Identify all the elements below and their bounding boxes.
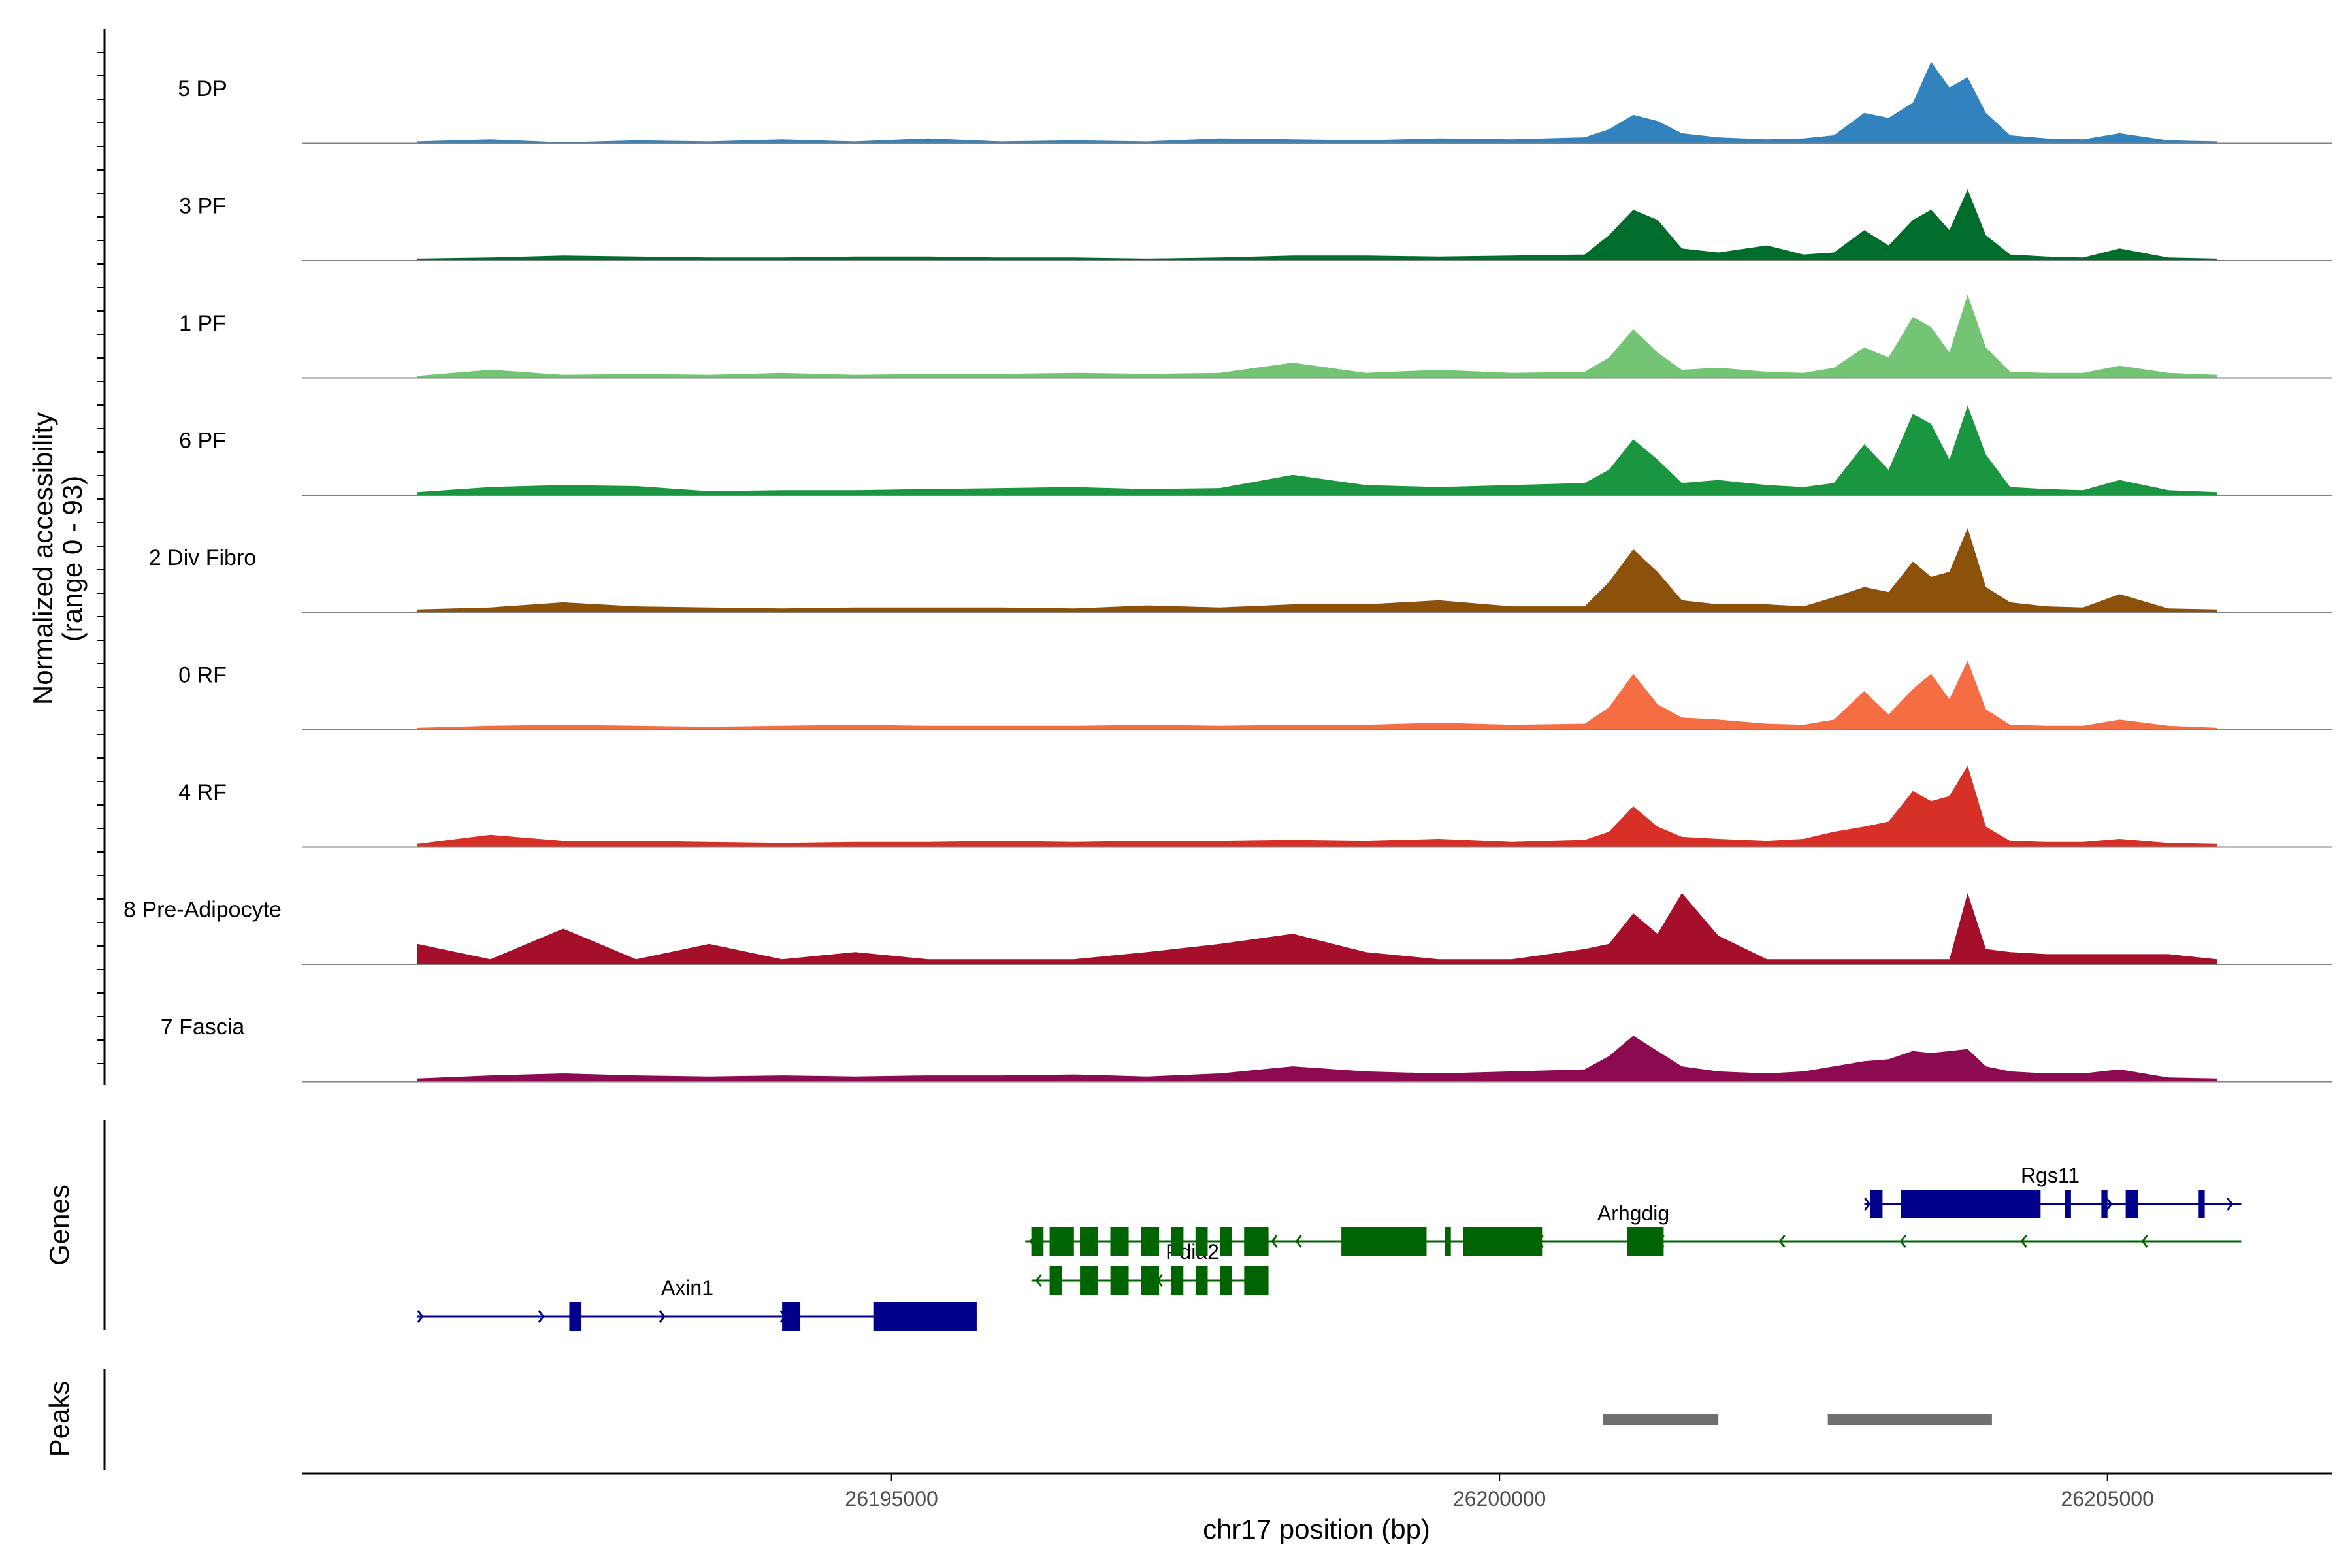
- gene-label: Arhgdig: [1597, 1201, 1669, 1225]
- x-tick-label: 26205000: [2061, 1487, 2154, 1511]
- y-axis-subtitle: (range 0 - 93): [57, 476, 88, 642]
- strand-arrow: [2020, 1235, 2027, 1248]
- strand-arrow: [2106, 1198, 2113, 1211]
- gene-exon: [1445, 1227, 1451, 1256]
- gene-exon: [1341, 1227, 1427, 1256]
- coverage-area: [417, 528, 2217, 613]
- gene-exon: [1901, 1190, 2041, 1218]
- peaks-panel-title: Peaks: [44, 1381, 74, 1458]
- coverage-area: [417, 661, 2217, 730]
- gene-arhgdig-3: Arhgdig: [1049, 1201, 2242, 1256]
- gene-exon: [1141, 1266, 1160, 1295]
- gene-rgs11-4: Rgs11: [1864, 1164, 2242, 1218]
- gene-exon: [1049, 1227, 1062, 1256]
- coverage-tracks: 5 DP 3 PF 1 PF 6 PF 2 Div Fibro 0 RF 4 RF 8 Pre…: [123, 61, 2332, 1083]
- strand-arrow: [538, 1310, 545, 1323]
- gene-label: Axin1: [661, 1276, 713, 1299]
- x-axis-ticks: 26195000 26200000 26205000: [845, 1473, 2154, 1511]
- gene-exon: [873, 1302, 977, 1331]
- track-label: 0 RF: [178, 663, 227, 688]
- gene-exon: [1080, 1266, 1099, 1295]
- gene-exon: [1244, 1227, 1269, 1256]
- track-0-rf: 0 RF: [178, 661, 2332, 730]
- coverage-area: [417, 1036, 2217, 1082]
- coverage-area: [417, 189, 2217, 261]
- gene-exon: [1870, 1190, 1883, 1218]
- strand-arrow: [1295, 1235, 1302, 1248]
- gene-exon: [1049, 1266, 1062, 1295]
- track-label: 6 PF: [179, 429, 226, 453]
- gene-exon: [1110, 1227, 1129, 1256]
- strand-arrow: [1864, 1198, 1871, 1211]
- x-tick-label: 26195000: [845, 1487, 938, 1511]
- gene-exon: [1220, 1266, 1232, 1295]
- coverage-y-ticks: [97, 52, 105, 1064]
- gene-exon: [569, 1302, 582, 1331]
- gene-exon: [2198, 1190, 2205, 1218]
- gene-exon: [1080, 1227, 1099, 1256]
- track-label: 2 Div Fibro: [149, 546, 256, 570]
- genes-panel-title: Genes: [44, 1184, 74, 1266]
- gene-axin1-0: Axin1: [417, 1276, 977, 1331]
- gene-label: Rgs11: [2021, 1164, 2080, 1187]
- gene-exon: [2101, 1190, 2108, 1218]
- coverage-area: [417, 765, 2217, 847]
- x-tick-label: 26200000: [1453, 1487, 1546, 1511]
- gene-exon: [1244, 1266, 1269, 1295]
- gene-exon: [2125, 1190, 2138, 1218]
- track-label: 3 PF: [179, 194, 226, 219]
- track-2-div-fibro: 2 Div Fibro: [149, 528, 2332, 613]
- track-label: 1 PF: [179, 311, 226, 336]
- peak-bar: [1827, 1414, 1992, 1425]
- gene-exon: [1110, 1266, 1129, 1295]
- peak-annotations: [1603, 1414, 1992, 1425]
- track-4-rf: 4 RF: [178, 765, 2332, 848]
- strand-arrow: [2227, 1198, 2234, 1211]
- track-5-dp: 5 DP: [178, 61, 2332, 144]
- track-7-fascia: 7 Fascia: [161, 1015, 2332, 1083]
- strand-arrow: [1778, 1235, 1786, 1248]
- gene-exon: [1141, 1227, 1160, 1256]
- track-6-pf: 6 PF: [179, 405, 2332, 496]
- track-3-pf: 3 PF: [179, 189, 2332, 261]
- strand-arrow: [1899, 1235, 1906, 1248]
- gene-exon: [1195, 1266, 1208, 1295]
- gene-exon: [782, 1302, 801, 1331]
- strand-arrow: [659, 1310, 666, 1323]
- gene-exon: [1195, 1227, 1208, 1256]
- coverage-area: [417, 294, 2217, 378]
- track-label: 4 RF: [178, 780, 227, 805]
- gene-exon: [1031, 1227, 1044, 1256]
- track-label: 5 DP: [178, 76, 227, 101]
- track-1-pf: 1 PF: [179, 294, 2332, 379]
- y-axis-title: Normalized accessibility: [27, 412, 58, 705]
- track-8-pre-adipocyte: 8 Pre-Adipocyte: [123, 892, 2332, 965]
- coverage-area: [417, 61, 2217, 144]
- peak-bar: [1603, 1414, 1719, 1425]
- x-axis-title: chr17 position (bp): [1203, 1514, 1430, 1544]
- gene-exon: [1627, 1227, 1664, 1256]
- coverage-area: [417, 892, 2217, 964]
- coverage-area: [417, 405, 2217, 495]
- gene-exon: [1220, 1227, 1232, 1256]
- gene-exon: [2065, 1190, 2071, 1218]
- track-label: 7 Fascia: [161, 1015, 245, 1039]
- track-label: 8 Pre-Adipocyte: [123, 898, 282, 923]
- strand-arrow: [417, 1310, 424, 1323]
- strand-arrow: [1035, 1274, 1042, 1287]
- gene-exon: [1171, 1227, 1184, 1256]
- gene-exon: [1171, 1266, 1184, 1295]
- gene-exon: [1463, 1227, 1543, 1256]
- strand-arrow: [2141, 1235, 2148, 1248]
